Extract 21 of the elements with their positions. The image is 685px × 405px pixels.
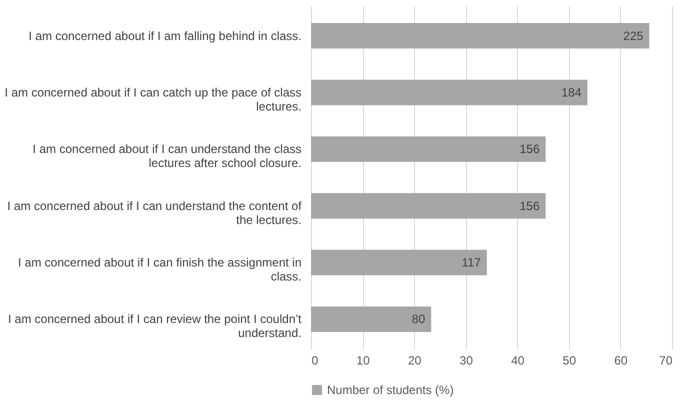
y-tick-label: I am concerned about if I can catch up the pace of class lectures. [4, 85, 302, 114]
x-tick-label: 40 [511, 354, 525, 368]
x-tick-label: 70 [659, 354, 673, 368]
x-tick-label: 0 [312, 354, 318, 368]
annotation: 117 [462, 256, 482, 270]
legend-label: Number of students (%) [327, 383, 454, 397]
annotation: 80 [412, 312, 426, 326]
annotation: 156 [520, 198, 540, 213]
y-tick-label: I am concerned about if I can finish the assignment in class. [18, 256, 302, 284]
y-tick-label: I am concerned about if I can review the point I couldn’t understand. [8, 312, 302, 340]
x-tick-label: 30 [460, 354, 474, 368]
y-tick-label: I am concerned about if I can understand the content of the lectures. [7, 198, 302, 227]
annotation: 225 [623, 28, 644, 43]
x-tick-label: 10 [356, 354, 370, 368]
annotation: 156 [520, 142, 540, 156]
x-tick-label: 50 [562, 354, 576, 368]
x-tick-label: 20 [408, 354, 422, 368]
y-tick-label: I am concerned about if I am falling behind in class. [28, 28, 302, 43]
annotation: 184 [561, 85, 582, 100]
y-tick-label: I am concerned about if I can understand the class lectures after school closure. [32, 142, 302, 170]
x-tick-label: 60 [614, 354, 628, 368]
